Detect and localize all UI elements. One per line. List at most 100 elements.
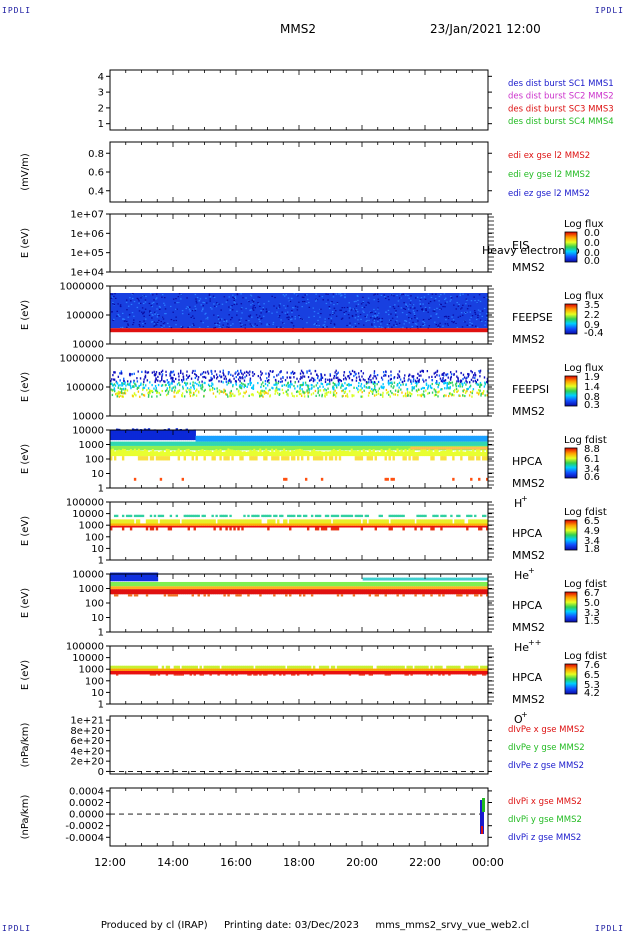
panel-feepsi-cell [341, 389, 343, 393]
panel-hpca-h-cell [456, 441, 459, 446]
panel-hpca-he-cell [211, 514, 214, 518]
panel-feepsi-cell [166, 388, 168, 392]
panel-feepsi-cell [479, 375, 481, 378]
panel-feepse-cell [161, 296, 163, 298]
panel-hpca-h-cell [452, 435, 455, 442]
panel-feepse-cell [221, 326, 223, 328]
panel-feepse-cell [394, 311, 397, 314]
panel-hpca-h-cell [143, 456, 147, 461]
panel-hpca-hepp-cell [438, 589, 441, 595]
panel-feepse-cell [362, 310, 364, 312]
panel-feepsi-cell [114, 384, 117, 387]
panel-feepsi-cell [474, 372, 476, 375]
panel-hpca-he-cell [334, 514, 338, 518]
panel-feepsi-cell [130, 387, 132, 390]
panel-feepse-cell [257, 317, 259, 319]
panel-feepse-cell [313, 323, 315, 326]
panel-feepsi-cell [298, 390, 300, 394]
panel-hpca-h-cell [336, 445, 340, 451]
panel-hpca-he-cell [336, 527, 340, 531]
panel-feepsi-cell [479, 371, 481, 374]
panel-feepse-cell [236, 293, 239, 295]
panel-hpca-hepp-cell [418, 577, 421, 581]
panel-hpca-he-cell [398, 525, 401, 528]
panel-hpca-hepp-cell [442, 589, 445, 595]
panel-hpca-hepp-cell [221, 581, 224, 587]
panel-feepse-cell [428, 318, 430, 321]
panel-hpca-h-cell [394, 452, 397, 457]
panel-feepsi-cell [459, 383, 461, 386]
panel-feepse-cell [221, 303, 224, 305]
panel-feepse-cell [305, 302, 308, 305]
panel-feepse-cell [141, 311, 143, 313]
panel-hpca-hepp-cell [295, 586, 298, 590]
panel-hpca-h-cell [394, 435, 397, 442]
panel-feepse-cell [138, 302, 140, 304]
panel-hpca-he-cell [376, 525, 379, 528]
panel-edi-ytick-label: 0.8 [88, 149, 104, 160]
panel-hpca-hepp-cell [165, 581, 169, 587]
panel-feepsi-cell [284, 379, 287, 382]
panel-feepsi-cell [466, 388, 469, 391]
panel-hpca-he-cell [221, 514, 224, 518]
panel-hpca-he-cell [115, 523, 119, 526]
panel-feepse-cell [234, 297, 237, 300]
panel-feepse-cell [373, 317, 376, 319]
panel-hpca-hepp-cell [438, 594, 441, 597]
panel-feepsi-cell [301, 388, 303, 391]
panel-feepsi-cell [222, 391, 225, 394]
panel-hpca-hepp-cell [149, 581, 153, 587]
panel-feepsi-cell [133, 379, 135, 382]
panel-hpca-h-cell [165, 445, 169, 451]
panel-feepsi-cell [307, 375, 310, 379]
panel-feepsi-cell [260, 373, 262, 376]
panel-feepsi-cell [450, 375, 452, 379]
panel-hpca-he-cell [386, 523, 389, 526]
panel-feepse-cell [140, 297, 142, 299]
panel-feepsi-cell [285, 390, 288, 393]
panel-hpca-h-cell [346, 441, 350, 446]
panel-hpca-hepp-cell [145, 581, 149, 587]
panel-hpca-hepp-cell [113, 581, 117, 587]
panel-hpca-hepp-cell [412, 581, 415, 587]
panel-feepsi-cell [469, 384, 472, 387]
panel-feepsi-cell [283, 383, 286, 387]
panel-feepsi-cell [117, 375, 120, 378]
panel-hpca-h-cell [474, 446, 477, 450]
panel-feepsi-cell [273, 383, 275, 386]
panel-hpca-h-cell [217, 441, 220, 446]
panel-feepsi-cell [133, 393, 136, 396]
panel-hpca-h-cell [111, 430, 115, 441]
panel-feepsi-cell [141, 370, 143, 373]
panel-hpca-he-cell [322, 527, 326, 531]
panel-feepsi-cell [242, 382, 244, 386]
panel-hpca-hepp-cell [402, 594, 405, 597]
panel-hpca-hepp-cell [422, 589, 425, 595]
panel-feepsi-cell [344, 376, 347, 379]
panel-feepsi-cell [416, 383, 418, 386]
panel-feepse-cell [451, 320, 453, 323]
panel-feepsi-cell [192, 384, 194, 387]
panel-hpca-hepp-cell [384, 586, 387, 590]
panel-hpca-he-cell [412, 519, 415, 524]
panel-feepse-cell [474, 313, 477, 315]
panel-feepse-cell [129, 297, 131, 299]
panel-feepse-cell [461, 314, 464, 316]
panel-feepse-cell [442, 305, 444, 308]
panel-feepse-cell [385, 311, 388, 313]
panel-feepse-cell [344, 313, 346, 315]
panel-hpca-he-cell [324, 527, 328, 531]
panel-hpca-hepp-cell [193, 581, 196, 587]
panel-feepsi-cell [265, 391, 267, 394]
panel-hpca-h-cell [352, 441, 356, 446]
panel-hpca-hepp-cell [151, 586, 155, 590]
panel-feepse-cell [158, 315, 160, 317]
panel-hpca-h-cell [165, 448, 169, 457]
panel-feepse-cell [301, 296, 304, 298]
panel-feepsi-cell [344, 390, 347, 393]
panel-hpca-h-cell [207, 445, 210, 451]
panel-feepsi-cell [267, 392, 269, 395]
panel-hpca-he-cell [312, 519, 316, 524]
panel-hpca-h-cell [197, 441, 200, 446]
panel-hpca-hepp-cell [444, 581, 447, 587]
